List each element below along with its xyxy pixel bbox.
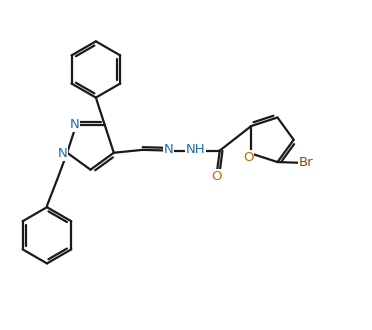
Text: N: N <box>70 118 79 131</box>
Text: NH: NH <box>186 143 205 156</box>
Text: O: O <box>243 151 254 164</box>
Text: Br: Br <box>299 156 314 169</box>
Text: N: N <box>58 147 68 160</box>
Text: N: N <box>164 143 173 156</box>
Text: O: O <box>212 170 222 183</box>
